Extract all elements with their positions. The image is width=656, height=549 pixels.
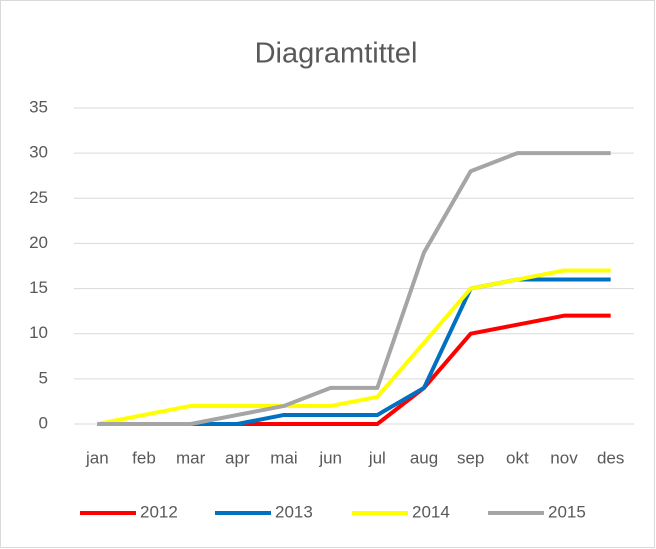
legend-label: 2014 <box>412 502 450 521</box>
x-tick-label: nov <box>550 448 578 467</box>
y-tick-label: 15 <box>29 278 48 297</box>
legend-label: 2015 <box>548 502 586 521</box>
y-tick-label: 5 <box>39 368 48 387</box>
legend-label: 2012 <box>140 502 178 521</box>
y-tick-label: 30 <box>29 143 48 162</box>
y-tick-label: 0 <box>39 413 48 432</box>
x-tick-label: aug <box>410 448 438 467</box>
x-tick-label: des <box>597 448 624 467</box>
line-series <box>96 268 611 426</box>
y-tick-label: 20 <box>29 233 48 252</box>
x-tick-label: mar <box>176 448 206 467</box>
x-tick-label: jan <box>85 448 109 467</box>
x-tick-label: apr <box>225 448 250 467</box>
x-tick-label: okt <box>506 448 529 467</box>
y-tick-label: 35 <box>29 97 48 116</box>
line-series <box>97 151 611 426</box>
y-tick-label: 25 <box>29 188 48 207</box>
x-tick-label: jun <box>318 448 342 467</box>
x-tick-label: feb <box>132 448 156 467</box>
chart-title: Diagramtittel <box>255 38 418 70</box>
legend-label: 2013 <box>275 502 313 521</box>
y-tick-label: 10 <box>29 323 48 342</box>
x-tick-label: jul <box>368 448 386 467</box>
x-tick-label: mai <box>270 448 297 467</box>
x-tick-label: sep <box>457 448 484 467</box>
